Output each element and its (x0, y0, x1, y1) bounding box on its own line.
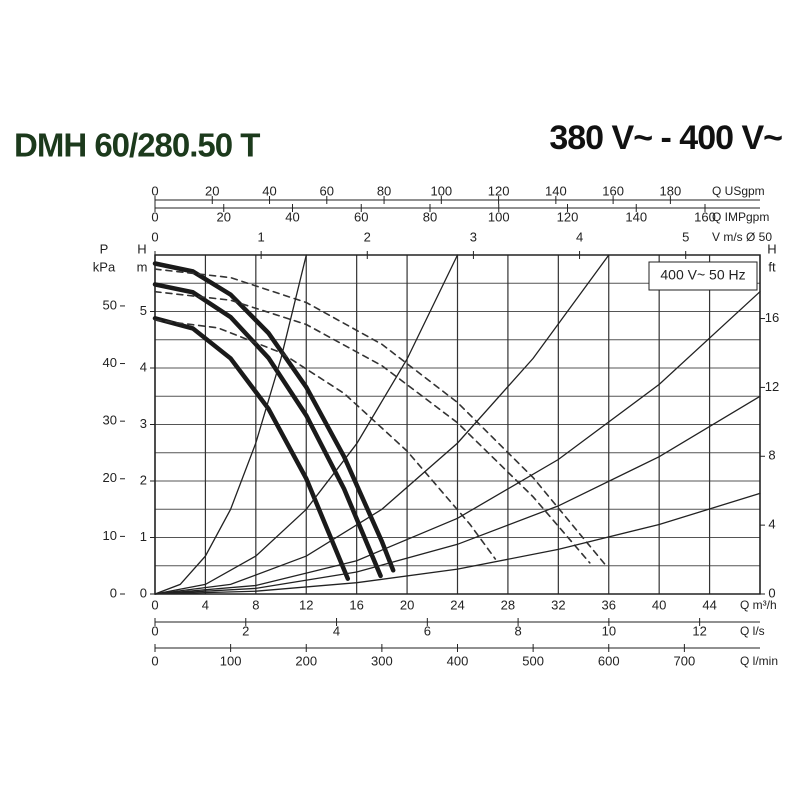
curve (154, 291, 761, 595)
y-tick-label: 16 (765, 310, 779, 325)
x-tick-label: 0 (151, 653, 158, 668)
curve (154, 254, 459, 595)
x-tick-label: 20 (400, 597, 414, 612)
y-axis-label: H (137, 241, 146, 256)
x-tick-label: 12 (692, 623, 706, 638)
x-tick-label: 20 (217, 209, 231, 224)
x-tick-label: 500 (522, 653, 544, 668)
y-axis-label: kPa (93, 259, 116, 274)
y-tick-label: 0 (768, 585, 775, 600)
x-axis-label: Q l/s (740, 624, 765, 638)
x-tick-label: 0 (151, 597, 158, 612)
y-tick-label: 0 (140, 585, 147, 600)
x-tick-label: 5 (682, 229, 689, 244)
curve (154, 268, 607, 567)
x-tick-label: 8 (514, 623, 521, 638)
x-tick-label: 160 (694, 209, 716, 224)
y-axis-label: H (767, 241, 776, 256)
y-tick-label: 4 (768, 517, 775, 532)
x-tick-label: 6 (424, 623, 431, 638)
x-tick-label: 600 (598, 653, 620, 668)
x-tick-label: 100 (488, 209, 510, 224)
y-tick-label: 2 (140, 472, 147, 487)
x-tick-label: 20 (205, 183, 219, 198)
x-tick-label: 80 (423, 209, 437, 224)
y-axis-label: m (137, 259, 148, 274)
chart-title: DMH 60/280.50 T (14, 127, 260, 164)
curve (154, 492, 761, 595)
x-axis-label: Q m³/h (740, 598, 777, 612)
x-tick-label: 2 (242, 623, 249, 638)
x-tick-label: 2 (364, 229, 371, 244)
x-tick-label: 4 (333, 623, 340, 638)
y-tick-label: 4 (140, 359, 147, 374)
curve (154, 395, 761, 595)
x-tick-label: 44 (702, 597, 716, 612)
x-axis-label: Q USgpm (712, 184, 765, 198)
x-tick-label: 0 (151, 623, 158, 638)
curve (152, 282, 383, 579)
x-tick-label: 12 (299, 597, 313, 612)
x-tick-label: 60 (354, 209, 368, 224)
x-tick-label: 40 (262, 183, 276, 198)
x-tick-label: 3 (470, 229, 477, 244)
x-tick-label: 24 (450, 597, 464, 612)
annotation-box (648, 261, 758, 291)
x-axis-label: Q l/min (740, 654, 778, 668)
y-tick-label: 30 (103, 413, 117, 428)
x-tick-label: 1 (258, 229, 265, 244)
x-tick-label: 700 (674, 653, 696, 668)
curve (154, 319, 497, 560)
x-tick-label: 4 (202, 597, 209, 612)
x-tick-label: 140 (625, 209, 647, 224)
x-tick-label: 300 (371, 653, 393, 668)
y-axis-label: P (100, 241, 109, 256)
y-tick-label: 3 (140, 416, 147, 431)
y-tick-label: 40 (103, 355, 117, 370)
curve (154, 254, 610, 595)
x-tick-label: 36 (602, 597, 616, 612)
y-tick-label: 10 (103, 528, 117, 543)
x-tick-label: 100 (430, 183, 452, 198)
x-tick-label: 32 (551, 597, 565, 612)
y-axis-label: ft (768, 259, 776, 274)
x-tick-label: 40 (285, 209, 299, 224)
x-axis-label: V m/s Ø 50 (712, 230, 772, 244)
x-tick-label: 0 (151, 183, 158, 198)
chart-subtitle: 380 V~ - 400 V~ (549, 119, 782, 157)
x-tick-label: 160 (602, 183, 624, 198)
y-tick-label: 12 (765, 379, 779, 394)
x-tick-label: 120 (488, 183, 510, 198)
x-tick-label: 0 (151, 209, 158, 224)
x-tick-label: 400 (447, 653, 469, 668)
curve (154, 290, 591, 564)
x-tick-label: 100 (220, 653, 242, 668)
curve (152, 316, 351, 581)
x-tick-label: 200 (295, 653, 317, 668)
y-tick-label: 5 (140, 303, 147, 318)
curve (154, 254, 307, 595)
x-tick-label: 120 (557, 209, 579, 224)
x-tick-label: 80 (377, 183, 391, 198)
y-tick-label: 20 (103, 470, 117, 485)
y-tick-label: 50 (103, 297, 117, 312)
curve (152, 261, 396, 573)
annotation: 400 V~ 50 Hz (660, 267, 745, 283)
y-tick-label: 1 (140, 529, 147, 544)
x-tick-label: 40 (652, 597, 666, 612)
x-axis-label: Q IMPgpm (712, 210, 769, 224)
x-tick-label: 140 (545, 183, 567, 198)
x-tick-label: 180 (660, 183, 682, 198)
y-tick-label: 8 (768, 448, 775, 463)
x-tick-label: 8 (252, 597, 259, 612)
x-tick-label: 16 (349, 597, 363, 612)
x-tick-label: 4 (576, 229, 583, 244)
x-tick-label: 60 (320, 183, 334, 198)
x-tick-label: 0 (151, 229, 158, 244)
x-tick-label: 28 (501, 597, 515, 612)
x-tick-label: 10 (602, 623, 616, 638)
y-tick-label: 0 (110, 585, 117, 600)
